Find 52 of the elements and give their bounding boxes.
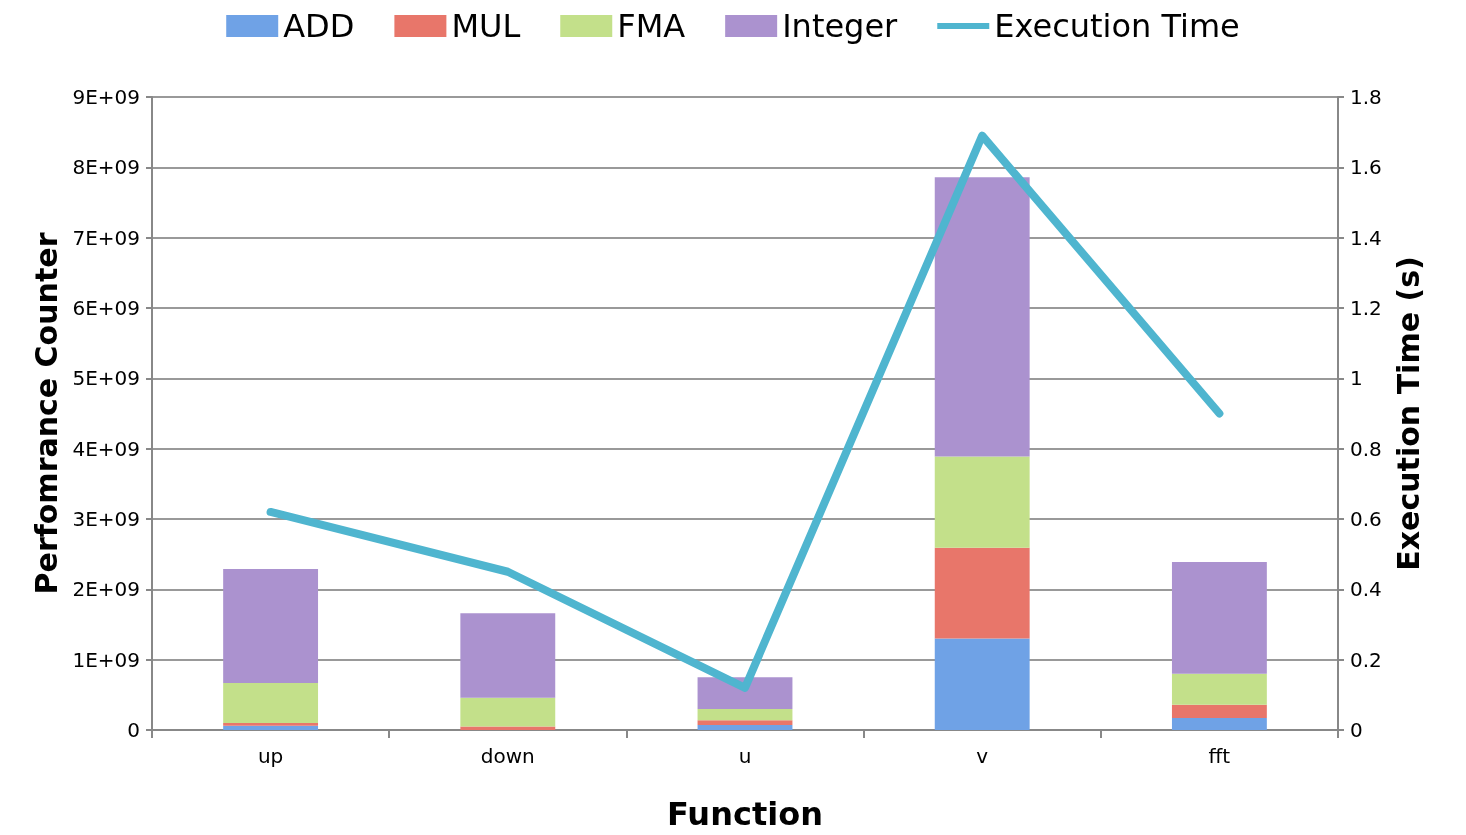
y2-tick-label: 0.2 [1350, 647, 1382, 672]
legend-label: FMA [617, 7, 686, 45]
bar [460, 726, 556, 730]
y2-axis-title: Execution Time (s) [1390, 256, 1426, 571]
y2-tick-label: 0 [1350, 718, 1363, 742]
legend-label: MUL [451, 7, 521, 45]
y-axis-title: Perfomrance Counter [29, 232, 65, 595]
bar [697, 720, 793, 726]
y-tick-label: 8E+09 [72, 155, 140, 180]
y-tick-label: 7E+09 [72, 225, 140, 250]
y2-tick-label: 1.6 [1350, 155, 1382, 180]
y-tick-label: 2E+09 [72, 577, 140, 602]
bar [697, 725, 793, 730]
bar [460, 613, 556, 698]
x-tick-label: down [480, 744, 535, 768]
y-tick-label: 9E+09 [72, 85, 140, 109]
bar [934, 456, 1030, 548]
y-tick-label: 4E+09 [72, 436, 140, 461]
bar [1171, 718, 1267, 730]
y-tick-label: 1E+09 [72, 647, 140, 672]
bar [223, 682, 319, 723]
legend-label: ADD [283, 7, 355, 45]
bar [223, 725, 319, 730]
bar [223, 722, 319, 726]
legend-label: Integer [782, 7, 899, 45]
y2-tick-label: 0.8 [1350, 436, 1382, 461]
bar [934, 547, 1030, 639]
bar [460, 697, 556, 727]
y-tick-label: 3E+09 [72, 507, 140, 531]
bar [1171, 704, 1267, 719]
y2-tick-label: 1 [1350, 366, 1363, 391]
y-tick-label: 6E+09 [72, 296, 140, 320]
bar [697, 677, 793, 709]
y-tick-label: 5E+09 [72, 366, 140, 391]
bar [1171, 561, 1267, 674]
y2-tick-label: 1.4 [1350, 225, 1382, 250]
x-tick-label: v [976, 744, 989, 768]
legend-label: Execution Time [994, 7, 1240, 45]
bar [934, 638, 1030, 730]
bar [223, 568, 319, 683]
y2-tick-label: 0.6 [1350, 507, 1382, 531]
bar [697, 708, 793, 721]
x-tick-label: fft [1208, 744, 1231, 768]
y2-tick-label: 1.2 [1350, 296, 1382, 320]
y-tick-label: 0 [127, 718, 140, 742]
x-axis-title: Function [667, 795, 823, 833]
x-tick-label: up [257, 744, 284, 768]
bar [934, 177, 1030, 457]
bar [1171, 673, 1267, 705]
x-tick-label: u [738, 744, 752, 768]
y2-tick-label: 0.4 [1350, 577, 1382, 602]
y2-tick-label: 1.8 [1350, 85, 1382, 109]
